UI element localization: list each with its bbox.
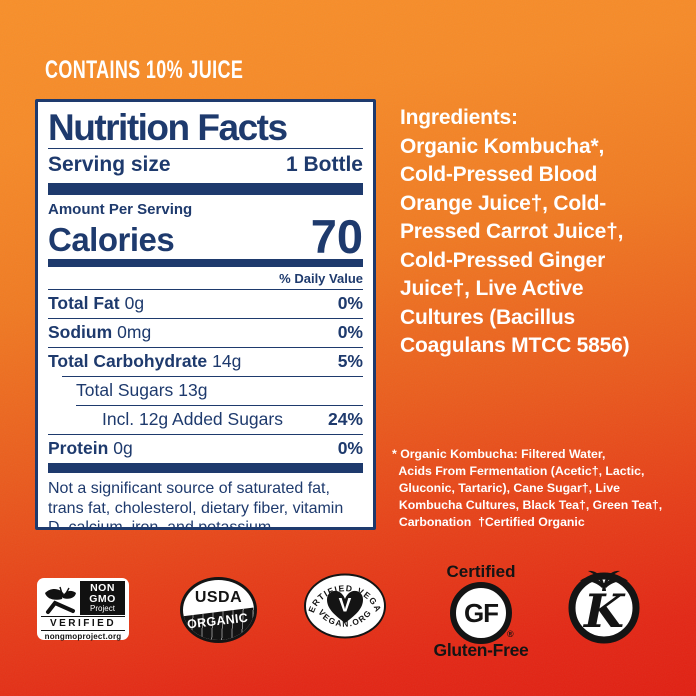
gf-mark: GF <box>463 597 499 628</box>
nongmo-line2: GMO <box>89 592 116 605</box>
nutrient-row-protein: Protein 0g 0% <box>48 435 363 463</box>
nutrient-amount: 0mg <box>117 322 152 343</box>
usda-organic-text: ORGANIC <box>186 610 249 632</box>
nutrient-row-sodium: Sodium 0mg 0% <box>48 319 363 347</box>
usda-text: USDA <box>194 589 243 606</box>
divider <box>48 147 363 149</box>
ingredients-heading: Ingredients: <box>400 106 518 129</box>
nongmo-url: nongmoproject.org <box>44 632 122 641</box>
kosher-palm-k-badge: K <box>568 570 640 644</box>
kosher-k-letter: K <box>582 584 626 638</box>
nutrient-label: Protein <box>48 438 109 459</box>
gluten-free-certified-text: Certified <box>446 562 516 581</box>
nutrition-footnote: Not a significant source of saturated fa… <box>48 480 344 530</box>
nutrient-label: Sodium <box>48 322 113 343</box>
nutrient-row-total-carbohydrate: Total Carbohydrate 14g 5% <box>48 348 363 376</box>
thick-divider <box>48 259 363 268</box>
calories-label: Calories <box>48 221 175 259</box>
nutrient-dv: 5% <box>337 351 363 372</box>
gluten-free-gf-circle: GF <box>450 582 512 644</box>
ingredients-list: Organic Kombucha*, Cold-Pressed Blood Or… <box>400 134 630 358</box>
amount-per-serving-label: Amount Per Serving <box>48 200 193 218</box>
divider <box>48 347 363 349</box>
nutrient-dv: 0% <box>337 322 363 343</box>
nongmo-verified-text: VERIFIED <box>41 616 125 631</box>
nutrient-amount: 13g <box>178 380 208 401</box>
ingredients-block: Ingredients: Organic Kombucha*, Cold-Pre… <box>400 104 690 361</box>
usda-organic-badge: USDA ORGANIC <box>180 577 257 643</box>
nutrient-amount: 0g <box>124 293 145 314</box>
calories-row: Calories 70 <box>48 209 363 263</box>
divider <box>48 318 363 320</box>
nongmo-line1: NON <box>90 582 115 594</box>
calories-value: 70 <box>310 209 363 263</box>
nutrition-facts-title: Nutrition Facts <box>48 107 288 148</box>
nutrient-row-total-fat: Total Fat 0g 0% <box>48 290 363 318</box>
divider <box>62 376 363 378</box>
serving-size-row: Serving size 1 Bottle <box>48 149 363 183</box>
organic-kombucha-footnote: * Organic Kombucha: Filtered Water, Acid… <box>392 447 663 529</box>
daily-value-header: % Daily Value <box>279 271 363 287</box>
nutrient-row-added-sugars: Incl. 12g Added Sugars 24% <box>48 406 363 434</box>
nongmo-line3: Project <box>90 604 115 613</box>
nutrient-label: Total Fat <box>48 293 120 314</box>
registered-mark: ® <box>507 629 514 639</box>
vegan-v-letter: V <box>339 596 352 617</box>
nutrient-label: Incl. 12g Added Sugars <box>102 409 283 430</box>
non-gmo-verified-badge: NON GMO Project VERIFIED nongmoproject.o… <box>37 578 129 641</box>
nutrient-row-total-sugars: Total Sugars 13g <box>48 377 363 405</box>
nutrition-facts-panel: Nutrition Facts Serving size 1 Bottle Am… <box>35 99 376 530</box>
heart-icon <box>327 590 363 623</box>
usda-organic-band: ORGANIC <box>183 606 254 640</box>
nutrient-label: Total Carbohydrate <box>48 351 208 372</box>
divider <box>48 289 363 291</box>
serving-size-label: Serving size <box>48 152 171 176</box>
nutrient-dv: 0% <box>337 293 363 314</box>
divider <box>76 405 363 407</box>
thick-divider <box>48 463 363 474</box>
nutrient-amount: 14g <box>212 351 242 372</box>
divider <box>48 434 363 436</box>
palm-tree-icon <box>580 570 628 591</box>
nutrient-amount: 0g <box>113 438 133 459</box>
thick-divider <box>48 182 363 195</box>
juice-content-note: CONTAINS 10% JUICE <box>45 56 244 84</box>
serving-size-value: 1 Bottle <box>285 152 363 176</box>
butterfly-icon <box>45 586 76 614</box>
nutrient-label: Total Sugars <box>76 380 174 401</box>
nutrient-dv: 24% <box>327 409 363 430</box>
nutrient-dv: 0% <box>337 438 363 459</box>
gluten-free-label: Gluten-Free <box>433 640 529 660</box>
